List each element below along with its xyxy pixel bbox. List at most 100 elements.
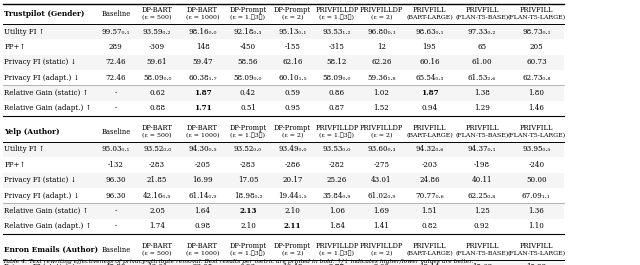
Text: 40.11: 40.11 [472, 176, 492, 184]
Text: 50.00: 50.00 [526, 176, 547, 184]
Text: 93.52₀.₀: 93.52₀.₀ [143, 145, 171, 153]
Text: DP-BART: DP-BART [187, 6, 218, 14]
Text: 93.52₀.₀: 93.52₀.₀ [234, 145, 262, 153]
Text: 1.29: 1.29 [474, 104, 490, 112]
Bar [3, 142, 564, 157]
Text: -315: -315 [329, 43, 345, 51]
Text: 67.09₁.₁: 67.09₁.₁ [522, 192, 550, 200]
Text: (ε = 2): (ε = 2) [371, 251, 392, 256]
Text: Relative Gain (adapt.) ↑: Relative Gain (adapt.) ↑ [4, 222, 92, 230]
Text: 1.02: 1.02 [374, 89, 389, 97]
Text: PRIVFILLDP: PRIVFILLDP [360, 6, 403, 14]
Text: Utility FI ↑: Utility FI ↑ [4, 28, 45, 36]
Text: DP-BART: DP-BART [187, 124, 218, 132]
Text: PRIVFILL: PRIVFILL [520, 124, 553, 132]
Text: -283: -283 [149, 161, 165, 169]
Text: -240: -240 [528, 161, 545, 169]
Text: (FLAN-T5-BASE): (FLAN-T5-BASE) [455, 251, 509, 256]
Text: Table 4: Text rewriting effectiveness of privacy-attribute removal. Best results: Table 4: Text rewriting effectiveness of… [3, 258, 473, 264]
Text: 6.93: 6.93 [240, 263, 256, 265]
Bar [3, 24, 564, 39]
Text: 0.98: 0.98 [195, 222, 211, 230]
Text: 2.10: 2.10 [240, 222, 256, 230]
Text: 0.94: 0.94 [421, 104, 438, 112]
Text: 95.03₀.₁: 95.03₀.₁ [102, 145, 130, 153]
Text: (BART-LARGE): (BART-LARGE) [406, 133, 453, 138]
Text: Baseline: Baseline [101, 246, 131, 254]
Text: 0.82: 0.82 [421, 222, 438, 230]
Text: 1.46: 1.46 [528, 104, 544, 112]
Text: Privacy FI (static) ↓: Privacy FI (static) ↓ [4, 176, 77, 184]
Text: 96.80₀.₁: 96.80₀.₁ [367, 28, 396, 36]
Text: 95.13₀.₁: 95.13₀.₁ [278, 28, 307, 36]
Text: 21.85: 21.85 [147, 176, 167, 184]
Text: 0.87: 0.87 [329, 104, 345, 112]
Text: 0.59: 0.59 [284, 89, 301, 97]
Text: 93.95₀.₅: 93.95₀.₅ [522, 145, 550, 153]
Text: 97.33₀.₂: 97.33₀.₂ [468, 28, 496, 36]
Text: 93.60₀.₃: 93.60₀.₃ [367, 145, 396, 153]
Text: Utility FI ↑: Utility FI ↑ [4, 145, 45, 153]
Text: 98.63₀.₁: 98.63₀.₁ [415, 28, 444, 36]
Text: PRIVFILLDP: PRIVFILLDP [316, 6, 358, 14]
Text: (ε = 2): (ε = 2) [371, 15, 392, 20]
Text: 0.51: 0.51 [240, 104, 256, 112]
Text: 2.10: 2.10 [285, 207, 300, 215]
Text: PRIVFILL: PRIVFILL [413, 124, 446, 132]
Text: 1.71: 1.71 [194, 104, 211, 112]
Text: 58.12: 58.12 [327, 58, 347, 66]
Text: 15.62: 15.62 [472, 263, 492, 265]
Text: 16.48: 16.48 [282, 263, 303, 265]
Text: 12: 12 [377, 43, 386, 51]
Text: 98.16₀.₀: 98.16₀.₀ [188, 28, 217, 36]
Text: 1.74: 1.74 [149, 222, 165, 230]
Text: 60.73: 60.73 [526, 58, 547, 66]
Text: Privacy FI (static) ↓: Privacy FI (static) ↓ [4, 58, 77, 66]
Text: 72.46: 72.46 [106, 74, 126, 82]
Text: 20.17: 20.17 [282, 176, 303, 184]
Text: 59.36₁.₈: 59.36₁.₈ [367, 74, 396, 82]
Text: Relative Gain (static) ↑: Relative Gain (static) ↑ [4, 89, 89, 97]
Text: 58.09₀.₀: 58.09₀.₀ [143, 74, 172, 82]
Text: 96.30: 96.30 [106, 192, 126, 200]
Text: Privacy FI (static) ↓: Privacy FI (static) ↓ [4, 263, 77, 265]
Text: Privacy FI (adapt.) ↓: Privacy FI (adapt.) ↓ [4, 192, 80, 200]
Bar [3, 55, 564, 70]
Text: DP-Prompt: DP-Prompt [274, 6, 311, 14]
Text: 60.10₁.₅: 60.10₁.₅ [278, 74, 307, 82]
Text: DP-Prompt: DP-Prompt [229, 124, 267, 132]
Text: 15.22: 15.22 [526, 263, 547, 265]
Text: 0.86: 0.86 [329, 89, 345, 97]
Text: 2.11: 2.11 [284, 222, 301, 230]
Text: (ε = 1.͛3͛): (ε = 1.͛3͛) [319, 250, 355, 256]
Text: 0.88: 0.88 [149, 104, 165, 112]
Text: (ε = 1.͛3͛): (ε = 1.͛3͛) [230, 250, 266, 256]
Text: (ε = 1000): (ε = 1000) [186, 15, 220, 20]
Text: 93.53₁.₂: 93.53₁.₂ [323, 28, 351, 36]
Text: (ε = 2): (ε = 2) [282, 133, 303, 138]
Text: 60.16: 60.16 [419, 58, 440, 66]
Text: 70.77₀.₆: 70.77₀.₆ [415, 192, 444, 200]
Text: (ε = 2): (ε = 2) [282, 251, 303, 256]
Text: 1.36: 1.36 [529, 207, 544, 215]
Text: 94.37₀.₁: 94.37₀.₁ [468, 145, 496, 153]
Text: PRIVFILL: PRIVFILL [520, 242, 553, 250]
Text: Enron Emails (Author): Enron Emails (Author) [4, 246, 98, 254]
Text: 58.09₀.₀: 58.09₀.₀ [323, 74, 351, 82]
Text: -: - [115, 89, 117, 97]
Text: 94.32₀.₆: 94.32₀.₆ [415, 145, 444, 153]
Text: 18.14: 18.14 [419, 263, 440, 265]
Text: -282: -282 [329, 161, 345, 169]
Text: (ε = 1.͛3͛): (ε = 1.͛3͛) [230, 132, 266, 138]
Text: 61.02₀.₉: 61.02₀.₉ [367, 192, 396, 200]
Text: 96.30: 96.30 [106, 176, 126, 184]
Text: 65.54₀.₃: 65.54₀.₃ [415, 74, 444, 82]
Text: 62.25₀.₈: 62.25₀.₈ [468, 192, 496, 200]
Text: 62.16: 62.16 [282, 58, 303, 66]
Text: PRIVFILL: PRIVFILL [465, 6, 499, 14]
Text: 1.52: 1.52 [374, 104, 389, 112]
Text: (FLAN-T5-LARGE): (FLAN-T5-LARGE) [508, 251, 565, 256]
Text: 1.69: 1.69 [374, 207, 389, 215]
Text: 289: 289 [109, 43, 123, 51]
Text: PRIVFILL: PRIVFILL [413, 242, 446, 250]
